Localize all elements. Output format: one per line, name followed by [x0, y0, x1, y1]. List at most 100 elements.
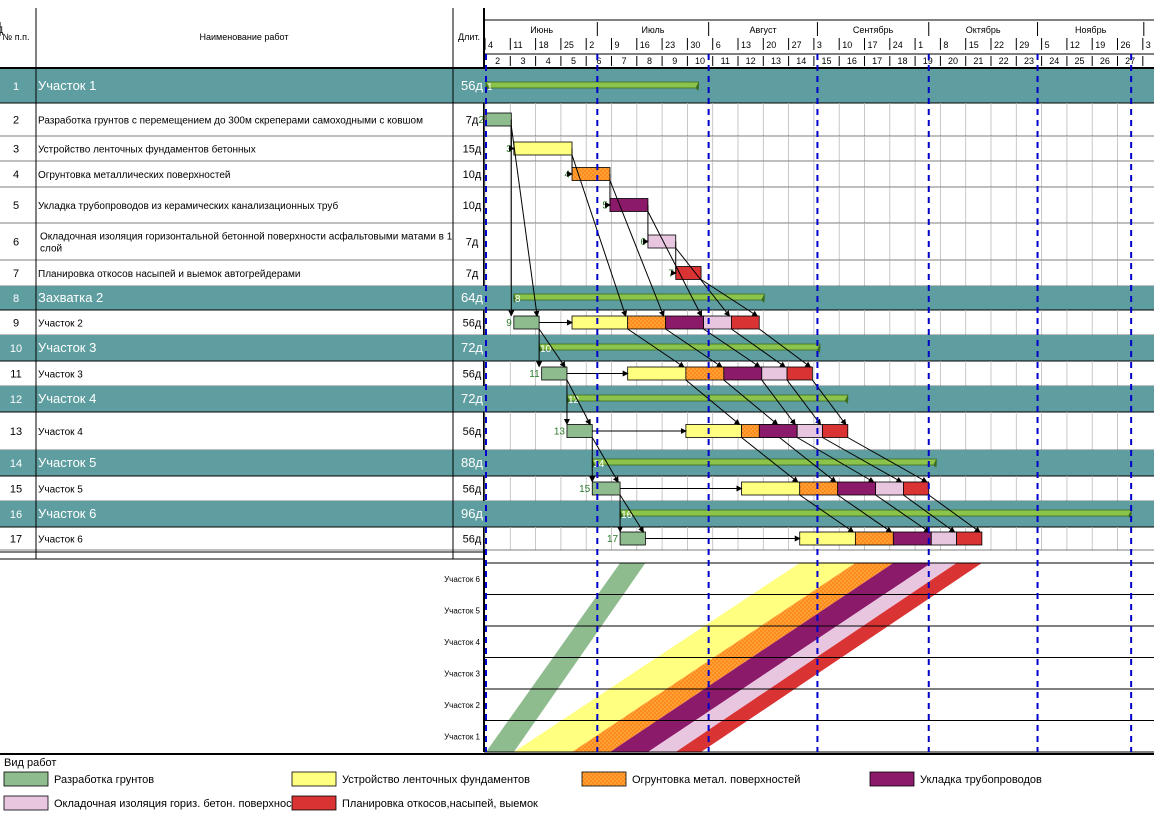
task-bar [758, 424, 798, 438]
task-table: 1 Участок 1 56д 2 Разработка грунтов с перем… [0, 68, 1154, 560]
cyclogram-y-label: Участок 1 [444, 732, 480, 741]
dependency-arrow [685, 379, 741, 426]
dependency-arrow [703, 328, 761, 368]
legend-label: Устройство ленточных фундаментов [342, 774, 530, 786]
row-name: Огрунтовка металлических поверхностей [38, 170, 230, 181]
month-label: Июнь [530, 25, 553, 35]
task-id-label: 15 [579, 484, 591, 495]
dependency-arrow [741, 437, 799, 483]
task-bar [485, 112, 512, 127]
dependency-arrow [799, 494, 855, 533]
dependency-arrow [538, 328, 566, 368]
summary-bar-end [592, 459, 596, 468]
row-duration: 96д [461, 506, 483, 521]
row-name: Участок 1 [38, 78, 96, 93]
cyclogram-y-label: Участок 2 [444, 701, 480, 710]
day-tick-label: 1 [918, 40, 923, 50]
day-tick-label: 23 [665, 40, 675, 50]
legend-swatch [291, 795, 337, 811]
legend: Вид работ Разработка грунтов Устройство л… [0, 753, 1154, 811]
dependency-arrow [786, 379, 822, 426]
week-number-label: 20 [948, 56, 958, 66]
day-tick-label: 5 [1045, 40, 1050, 50]
week-number-label: 3 [520, 56, 525, 66]
task-id-label: 4 [564, 170, 570, 181]
task-bar [513, 141, 573, 156]
legend-swatch [3, 771, 49, 787]
task-bar [854, 531, 894, 546]
week-number-label: 23 [1024, 56, 1034, 66]
dependency-arrow [779, 437, 837, 483]
dependency-arrow [627, 328, 685, 368]
week-number-label: 16 [847, 56, 857, 66]
row-duration: 56д [463, 318, 482, 330]
summary-bar-end [761, 294, 765, 303]
row-name: Захватка 2 [38, 290, 103, 305]
row-number: 9 [13, 318, 19, 330]
table-header: № п.п. Наименование работ Длит. [0, 8, 484, 68]
task-bar [875, 481, 904, 496]
dependency-arrow [731, 328, 786, 368]
summary-bar [591, 458, 937, 466]
dependency-arrow [796, 437, 875, 483]
row-duration: 88д [461, 455, 483, 470]
task-bar [956, 531, 983, 546]
row-number: 10 [10, 343, 22, 355]
day-tick-label: 17 [868, 40, 878, 50]
row-number: 12 [10, 394, 22, 406]
task-id-label: 7 [668, 269, 674, 280]
summary-bar [619, 509, 1132, 517]
dependency-arrow [700, 279, 759, 317]
day-tick-label: 4 [488, 40, 493, 50]
day-tick-label: 18 [539, 40, 549, 50]
row-duration: 7д [466, 115, 479, 127]
day-tick-label: 19 [1095, 40, 1105, 50]
row-duration: 10д [463, 200, 482, 212]
day-tick-label: 22 [994, 40, 1004, 50]
day-tick-label: 13 [741, 40, 751, 50]
row-name: Окладочная изоляция горизонтальной бетон… [40, 231, 453, 243]
cyclogram-chart: Участок 1 Участок 2 Участок 3 Участок 4 Учас… [444, 54, 1154, 753]
row-duration: 56д [463, 534, 482, 546]
task-bar [571, 315, 629, 330]
dependency-arrow [903, 494, 956, 533]
row-name: Участок 2 [38, 319, 83, 330]
task-bar [741, 481, 801, 496]
legend-label: Укладка трубопроводов [920, 774, 1042, 786]
month-label: Сентябрь [853, 25, 894, 35]
day-tick-label: 3 [1146, 40, 1151, 50]
task-id-label: 9 [506, 318, 512, 329]
row-name: Устройство ленточных фундаментов бетонны… [38, 144, 256, 156]
row-duration: 15д [463, 144, 482, 156]
cyclogram-y-label: Участок 6 [444, 575, 480, 584]
cyclogram-y-label: Участок 3 [444, 669, 480, 678]
summary-bar-end [933, 459, 937, 468]
row-name: Укладка трубопроводов из керамических ка… [38, 200, 338, 212]
week-number-label: 6 [596, 56, 601, 66]
legend-swatch [869, 771, 915, 787]
summary-bar [538, 343, 821, 351]
day-tick-label: 15 [969, 40, 979, 50]
row-number: 2 [13, 115, 19, 127]
task-bar [761, 366, 788, 381]
month-label: Август [749, 25, 776, 35]
dependency-arrow [928, 494, 981, 533]
month-label: Д [0, 25, 3, 35]
row-number: 14 [10, 458, 22, 470]
row-duration: 10д [463, 169, 482, 181]
task-bar [627, 366, 687, 381]
task-bar [799, 481, 839, 496]
row-name: Разработка грунтов с перемещением до 300… [38, 115, 423, 127]
day-tick-label: 8 [943, 40, 948, 50]
row-duration: 56д [463, 484, 482, 496]
task-bar [647, 234, 677, 249]
day-tick-label: 25 [564, 40, 574, 50]
task-bar [837, 481, 877, 496]
row-name: Участок 3 [38, 370, 83, 381]
task-id-label: 1 [487, 82, 493, 93]
row-name: Планировка откосов насыпей и выемок авто… [38, 269, 300, 280]
task-bar [799, 531, 856, 546]
row-number: 8 [13, 293, 19, 305]
num-col-header: № п.п. [3, 32, 30, 42]
dependency-arrow [609, 180, 665, 317]
